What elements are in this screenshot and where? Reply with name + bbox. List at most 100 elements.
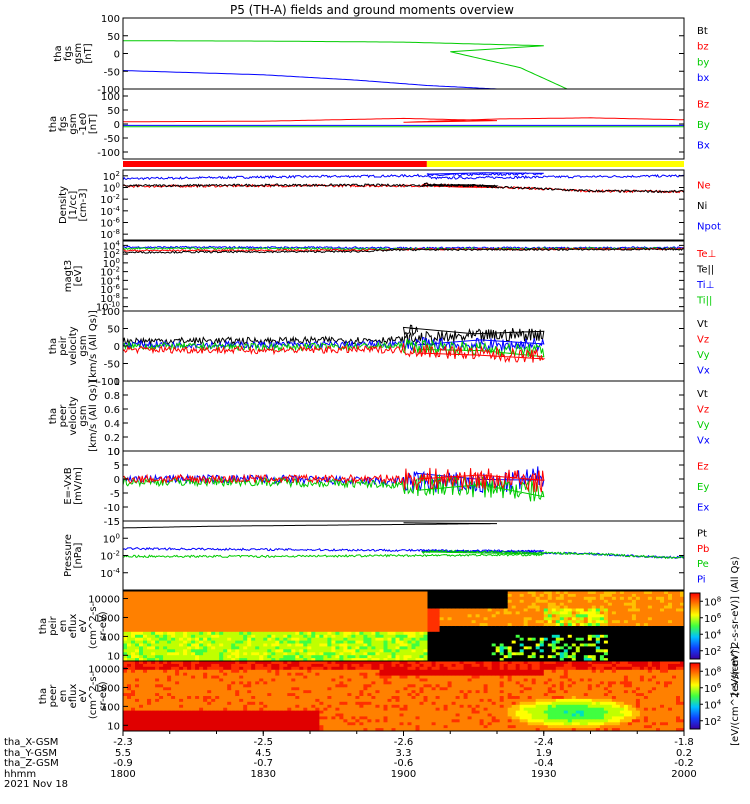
heatmap-cell <box>327 609 332 612</box>
heatmap-cell <box>472 623 477 626</box>
heatmap-cell <box>432 632 437 635</box>
heatmap-cell <box>604 629 609 632</box>
heatmap-cell <box>147 609 152 612</box>
heatmap-cell <box>544 629 549 632</box>
heatmap-cell <box>468 629 473 632</box>
heatmap-cell <box>315 600 320 603</box>
heatmap-cell <box>131 611 136 614</box>
legend-entry: Vx <box>697 365 710 376</box>
heatmap-cell <box>528 635 533 638</box>
heatmap-cell <box>572 635 577 638</box>
heatmap-cell <box>215 614 220 617</box>
heatmap-cell <box>267 655 272 658</box>
heatmap-cell <box>243 716 248 719</box>
heatmap-cell <box>151 609 156 612</box>
heatmap-cell <box>460 638 465 641</box>
heatmap-cell <box>620 644 625 647</box>
heatmap-cell <box>291 620 296 623</box>
heatmap-cell <box>127 594 132 597</box>
heatmap-cell <box>608 641 613 644</box>
heatmap-cell <box>155 629 160 632</box>
heatmap-cell <box>271 652 276 655</box>
heatmap-cell <box>207 594 212 597</box>
heatmap-cell <box>167 629 172 632</box>
heatmap-cell <box>151 626 156 629</box>
heatmap-cell <box>323 620 328 623</box>
heatmap-cell <box>243 632 248 635</box>
heatmap-cell <box>331 661 336 664</box>
heatmap-cell <box>283 632 288 635</box>
heatmap-cell <box>199 611 204 614</box>
heatmap-cell <box>175 722 180 725</box>
heatmap-cell <box>556 591 561 594</box>
heatmap-cell <box>596 646 601 649</box>
heatmap-cell <box>203 684 208 687</box>
heatmap-cell <box>275 611 280 614</box>
heatmap-cell <box>247 649 252 652</box>
heatmap-cell <box>319 714 324 717</box>
heatmap-cell <box>335 693 340 696</box>
heatmap-cell <box>155 623 160 626</box>
heatmap-cell <box>536 594 541 597</box>
heatmap-cell <box>592 632 597 635</box>
heatmap-cell <box>416 641 421 644</box>
heatmap-cell <box>448 626 453 629</box>
heatmap-cell <box>335 623 340 626</box>
heatmap-cell <box>676 594 681 597</box>
heatmap-cell <box>500 623 505 626</box>
heatmap-cell <box>548 629 553 632</box>
heatmap-cell <box>195 626 200 629</box>
heatmap-cell <box>267 714 272 717</box>
heatmap-cell <box>448 617 453 620</box>
heatmap-cell <box>147 676 152 679</box>
heatmap-cell <box>524 614 529 617</box>
heatmap-cell <box>339 646 344 649</box>
heatmap-cell <box>367 626 372 629</box>
heatmap-cell <box>323 591 328 594</box>
heatmap-cell <box>532 617 537 620</box>
heatmap-cell <box>279 667 284 670</box>
heatmap-cell <box>323 696 328 699</box>
heatmap-cell <box>552 644 557 647</box>
heatmap-cell <box>588 606 593 609</box>
heatmap-cell <box>255 649 260 652</box>
heatmap-cell <box>404 655 409 658</box>
heatmap-cell <box>420 603 425 606</box>
heatmap-cell <box>335 611 340 614</box>
heatmap-cell <box>279 638 284 641</box>
heatmap-cell <box>327 684 332 687</box>
heatmap-cell <box>604 591 609 594</box>
heatmap-cell <box>584 638 589 641</box>
heatmap-cell <box>552 623 557 626</box>
heatmap-cell <box>311 687 316 690</box>
heatmap-cell <box>400 629 405 632</box>
heatmap-cell <box>251 600 256 603</box>
heatmap-cell <box>235 611 240 614</box>
heatmap-cell <box>303 649 308 652</box>
heatmap-cell <box>440 600 445 603</box>
heatmap-cell <box>267 693 272 696</box>
y-axis-label: magt3[eV] <box>63 260 84 293</box>
heatmap-cell <box>251 629 256 632</box>
heatmap-cell <box>223 603 228 606</box>
heatmap-cell <box>275 646 280 649</box>
heatmap-cell <box>544 611 549 614</box>
heatmap-cell <box>187 594 192 597</box>
heatmap-cell <box>183 614 188 617</box>
heatmap-cell <box>496 652 501 655</box>
heatmap-cell <box>343 594 348 597</box>
heatmap-cell <box>556 609 561 612</box>
heatmap-cell <box>283 617 288 620</box>
heatmap-cell <box>179 638 184 641</box>
heatmap-cell <box>596 655 601 658</box>
heatmap-cell <box>151 684 156 687</box>
heatmap-cell <box>271 676 276 679</box>
heatmap-cell <box>480 629 485 632</box>
heatmap-cell <box>295 606 300 609</box>
heatmap-cell <box>504 646 509 649</box>
heatmap-cell <box>452 641 457 644</box>
heatmap-cell <box>171 635 176 638</box>
heatmap-cell <box>351 609 356 612</box>
heatmap-cell <box>183 641 188 644</box>
heatmap-cell <box>191 670 196 673</box>
